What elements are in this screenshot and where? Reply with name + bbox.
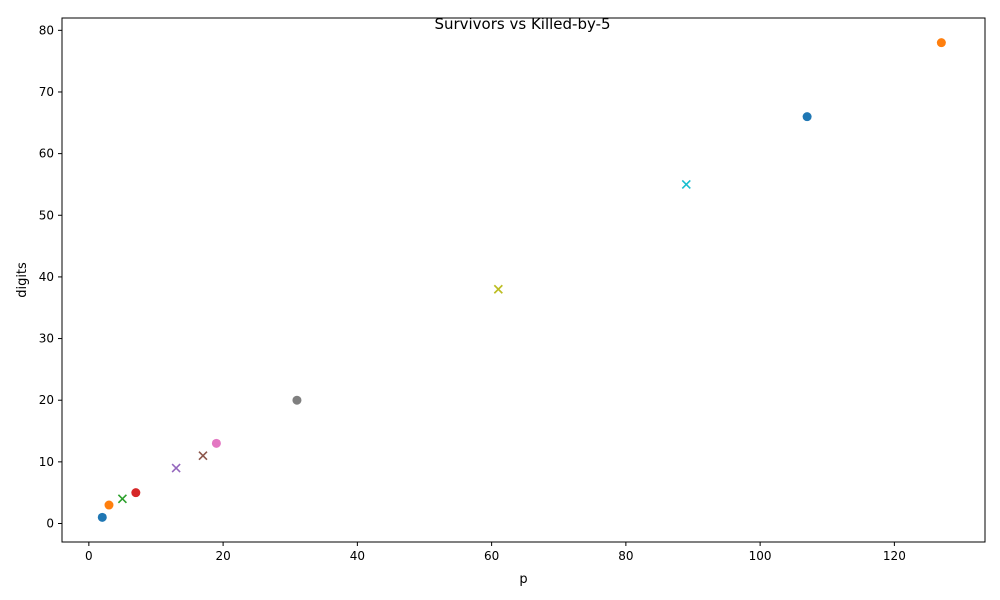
data-point-circle [104, 500, 114, 510]
y-tick-label: 70 [39, 85, 54, 99]
data-point-x-marker [171, 463, 181, 473]
y-tick-label: 10 [39, 455, 54, 469]
data-point-circle [802, 112, 812, 122]
plot-area [97, 38, 946, 522]
y-tick-label: 40 [39, 270, 54, 284]
data-point-circle [97, 512, 107, 522]
chart-title: Survivors vs Killed-by-5 [434, 15, 610, 33]
y-tick-label: 20 [39, 393, 54, 407]
x-tick-label: 20 [215, 549, 230, 563]
x-axis-label: p [519, 572, 527, 587]
y-tick-label: 60 [39, 147, 54, 161]
y-axis-label: digits [15, 262, 30, 298]
data-point-x-marker [198, 451, 208, 461]
y-tick-label: 30 [39, 332, 54, 346]
data-point-circle [292, 395, 302, 405]
data-point-circle [936, 38, 946, 48]
data-point-circle [131, 488, 141, 498]
x-tick-label: 120 [883, 549, 906, 563]
data-point-circle [211, 438, 221, 448]
y-tick-label: 0 [46, 517, 54, 531]
y-tick-label: 50 [39, 208, 54, 222]
y-tick-label: 80 [39, 23, 54, 37]
data-point-x-marker [681, 179, 691, 190]
x-tick-label: 40 [350, 549, 365, 563]
data-point-x-marker [117, 494, 127, 504]
data-point-x-marker [493, 284, 503, 294]
y-axis: 0 10 20 30 40 50 60 70 80 [39, 23, 62, 531]
x-tick-label: 80 [618, 549, 633, 563]
x-tick-label: 60 [484, 549, 499, 563]
plot-frame [61, 17, 986, 543]
x-axis: 0 20 40 60 80 100 120 [85, 542, 906, 563]
x-tick-label: 100 [749, 549, 772, 563]
x-tick-label: 0 [85, 549, 93, 563]
